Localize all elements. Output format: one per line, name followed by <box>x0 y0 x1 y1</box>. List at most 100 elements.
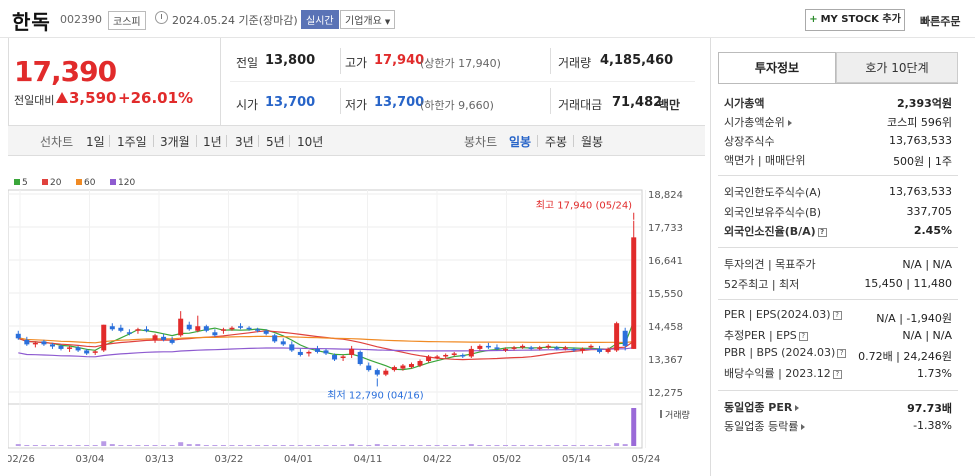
volume-bar <box>451 445 457 446</box>
candle-body <box>24 339 30 345</box>
arrow-right-icon[interactable] <box>801 424 806 430</box>
volume-bar <box>597 445 603 446</box>
candle-body <box>579 348 585 351</box>
period-3y[interactable]: 3년 <box>235 135 254 149</box>
tab-order-book[interactable]: 호가 10단계 <box>836 52 958 83</box>
line-chart-label[interactable]: 선차트 <box>40 135 74 149</box>
candle-body <box>426 356 432 362</box>
candle-chart-label[interactable]: 봉차트 <box>464 135 498 149</box>
divider <box>220 38 221 126</box>
volume-bar <box>537 445 543 446</box>
divider <box>153 135 154 147</box>
arrow-right-icon[interactable] <box>787 120 792 126</box>
foreign-rate-label: 외국인소진율(B/A) <box>724 225 816 238</box>
industry-rate-value: -1.38% <box>913 419 952 432</box>
volume-bar <box>571 445 577 446</box>
candle-body <box>537 347 543 349</box>
header-bar <box>0 0 975 38</box>
volume-bar <box>494 445 500 446</box>
corp-info-dropdown[interactable]: 기업개요 ▼ <box>340 10 396 29</box>
period-1y[interactable]: 1년 <box>203 135 222 149</box>
volume-bar <box>485 445 491 446</box>
low-label: 저가 <box>345 98 368 112</box>
candle-body <box>212 332 218 336</box>
per-label: PER | EPS(2024.03) <box>724 308 831 321</box>
period-3m[interactable]: 3개월 <box>160 135 190 149</box>
volume-bar <box>24 445 30 446</box>
candle-body <box>135 329 141 331</box>
realtime-button[interactable]: 실시간 <box>301 10 339 29</box>
volume-bar <box>357 445 363 446</box>
arrow-right-icon[interactable] <box>795 405 800 411</box>
help-icon[interactable]: ? <box>817 227 827 237</box>
candle-body <box>169 339 175 343</box>
amount-value: 71,482 <box>612 95 663 110</box>
amount-unit: 백만 <box>658 98 681 112</box>
help-icon[interactable]: ? <box>832 310 842 320</box>
est-per-label: 추정PER | EPS <box>724 329 797 342</box>
candle-body <box>485 345 491 348</box>
volume-bar <box>511 445 517 446</box>
candle-body <box>67 347 73 349</box>
period-5y[interactable]: 5년 <box>266 135 285 149</box>
x-tick-label: 02/26 <box>8 454 35 465</box>
min-annotation: 최저 12,790 (04/16) <box>327 389 423 401</box>
listed-shares-value: 13,763,533 <box>889 134 952 147</box>
corp-info-label: 기업개요 <box>345 16 382 27</box>
open-value: 13,700 <box>265 95 316 110</box>
volume-bar <box>109 444 115 446</box>
help-icon[interactable]: ? <box>832 369 842 379</box>
volume-bar <box>297 445 303 446</box>
candle-body <box>622 330 628 346</box>
candle-body <box>503 348 509 351</box>
divider <box>718 83 958 84</box>
candle-body <box>417 361 423 366</box>
candle-daily[interactable]: 일봉 <box>509 135 532 149</box>
prev-compare-label: 전일대비 <box>14 94 55 107</box>
price-change: 3,590 <box>69 89 117 107</box>
volume-bar <box>143 445 149 446</box>
volume-bar <box>32 445 38 446</box>
period-1w[interactable]: 1주일 <box>117 135 147 149</box>
legend-swatch <box>14 179 20 185</box>
candle-body <box>614 323 620 351</box>
low-value: 13,700 <box>374 95 425 110</box>
volume-bar <box>161 445 167 446</box>
x-tick-label: 04/11 <box>354 454 383 465</box>
volume-bar <box>468 444 474 446</box>
candle-body <box>84 350 90 354</box>
divider <box>718 175 958 176</box>
volume-bar <box>605 445 611 446</box>
candle-body <box>229 327 235 330</box>
candle-body <box>246 327 252 330</box>
quick-order-link[interactable]: 빠른주문 <box>920 15 961 28</box>
candle-weekly[interactable]: 주봉 <box>545 135 568 149</box>
candle-body <box>289 344 295 351</box>
prev-close-label: 전일 <box>236 56 259 70</box>
help-icon[interactable]: ? <box>798 331 808 341</box>
period-10y[interactable]: 10년 <box>297 135 324 149</box>
tab-invest-info[interactable]: 투자정보 <box>718 52 836 83</box>
price-change-rate: +26.01% <box>118 89 194 107</box>
help-icon[interactable]: ? <box>837 348 847 358</box>
foreign-limit-value: 13,763,533 <box>889 185 952 198</box>
volume-bar <box>588 445 594 446</box>
chart-frame <box>8 189 643 405</box>
open-label: 시가 <box>236 98 259 112</box>
candle-body <box>494 347 500 349</box>
volume-bar <box>332 445 338 446</box>
volume-bar <box>622 444 628 446</box>
candle-body <box>186 324 192 330</box>
period-1d[interactable]: 1일 <box>86 135 105 149</box>
volume-bar <box>229 445 235 446</box>
candle-body <box>340 356 346 358</box>
legend-label: 5 <box>22 178 28 188</box>
volume-bar <box>383 445 389 446</box>
mystock-add-button[interactable]: + MY STOCK 추가 <box>805 9 905 31</box>
volume-bar <box>118 445 124 446</box>
candle-monthly[interactable]: 월봉 <box>581 135 604 149</box>
per-row: PER | EPS(2024.03)? <box>724 308 842 321</box>
legend-swatch <box>110 179 116 185</box>
industry-rate-row: 동일업종 등락률 <box>724 418 806 434</box>
price-chart[interactable]: 18,824 17,733 16,641 15,550 14,458 13,367 12,2… <box>8 170 705 476</box>
